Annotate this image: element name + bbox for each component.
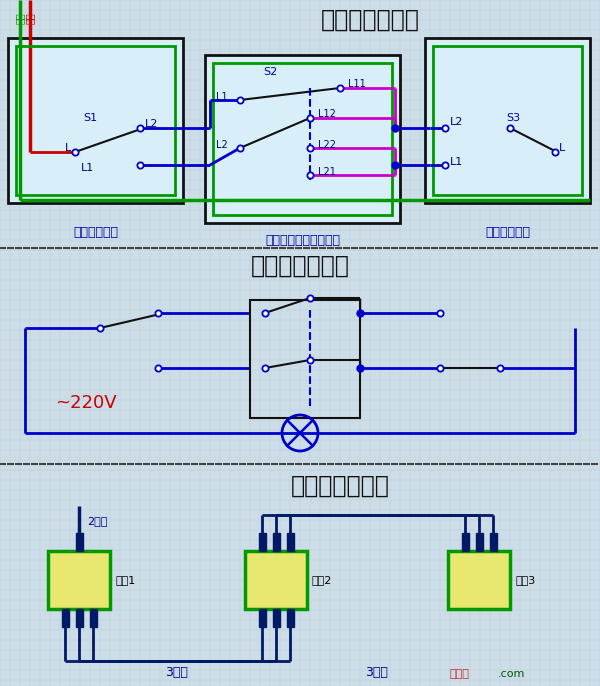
Text: .com: .com	[498, 669, 526, 679]
Text: 单开双控开关: 单开双控开关	[74, 226, 119, 239]
Bar	[259, 609, 266, 627]
Bar	[287, 609, 294, 627]
Text: ~220V: ~220V	[55, 394, 116, 412]
Text: 2根线: 2根线	[87, 516, 107, 526]
Text: S1: S1	[83, 113, 97, 123]
Text: 3根线: 3根线	[365, 667, 388, 680]
Bar	[62, 609, 69, 627]
Bar	[273, 533, 280, 551]
Text: 火线: 火线	[25, 12, 35, 24]
Bar	[490, 533, 497, 551]
Bar	[273, 609, 280, 627]
Text: L12: L12	[318, 109, 336, 119]
Text: L22: L22	[318, 140, 336, 150]
Bar	[259, 533, 266, 551]
Bar	[76, 533, 83, 551]
Text: L2: L2	[145, 119, 158, 129]
Text: L11: L11	[348, 79, 366, 89]
Bar	[76, 609, 83, 627]
Text: 3根线: 3根线	[166, 667, 188, 680]
Bar	[8, 38, 183, 203]
Bar	[425, 38, 590, 203]
Text: L2: L2	[216, 140, 228, 150]
Bar	[205, 55, 400, 223]
Text: L1: L1	[450, 157, 463, 167]
Bar	[462, 533, 469, 551]
Bar	[433, 46, 582, 195]
Bar	[250, 300, 360, 418]
Text: 开关3: 开关3	[515, 575, 535, 585]
Text: 接线图: 接线图	[450, 669, 470, 679]
Text: S3: S3	[506, 113, 520, 123]
Bar	[448, 551, 510, 609]
Bar	[245, 551, 307, 609]
Text: L2: L2	[450, 117, 463, 127]
Bar	[213, 63, 392, 215]
Text: L1: L1	[82, 163, 95, 173]
Bar	[90, 609, 97, 627]
Text: 开关2: 开关2	[312, 575, 332, 585]
Text: S2: S2	[263, 67, 277, 77]
Text: 三控开关接线图: 三控开关接线图	[320, 8, 419, 32]
Text: 中途开关（三控开关）: 中途开关（三控开关）	[265, 233, 341, 246]
Text: 三控开关原理图: 三控开关原理图	[251, 254, 349, 278]
Bar	[287, 533, 294, 551]
Text: L1: L1	[217, 92, 228, 102]
Text: 三控开关布线图: 三控开关布线图	[290, 474, 389, 498]
Text: L: L	[65, 143, 71, 153]
Text: 单开双控开关: 单开双控开关	[485, 226, 530, 239]
Bar	[48, 551, 110, 609]
Bar	[476, 533, 483, 551]
Text: 开关1: 开关1	[115, 575, 135, 585]
Text: 相线: 相线	[15, 12, 25, 24]
Text: L21: L21	[318, 167, 336, 177]
Bar	[16, 46, 175, 195]
Text: L: L	[559, 143, 565, 153]
